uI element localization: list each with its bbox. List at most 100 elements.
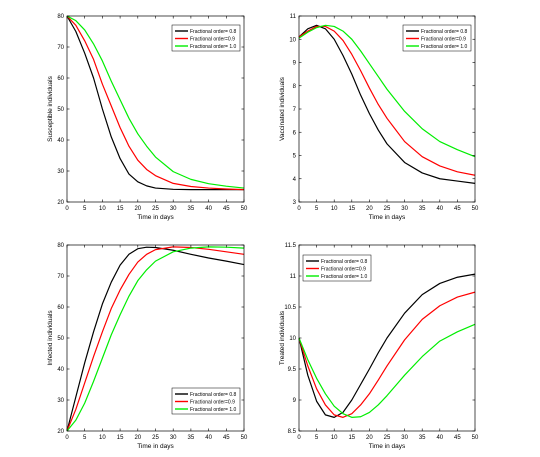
y-tick-label: 10.5 (284, 305, 296, 311)
series-line-1 (66, 246, 245, 432)
x-axis-label: Time in days (369, 443, 406, 450)
x-tick-label: 40 (436, 435, 443, 441)
y-tick-label: 9 (293, 398, 297, 404)
legend-label-top: Fractional order= 0.8 (421, 29, 467, 35)
x-tick-label: 5 (315, 206, 319, 212)
x-tick-label: 20 (134, 435, 141, 441)
legend-label-top: Fractional order= 0.8 (190, 392, 236, 398)
series-line-2 (66, 15, 245, 191)
x-tick-label: 5 (315, 435, 319, 441)
legend-label-bot: Fractional order= 1.0 (190, 44, 236, 50)
y-tick-label: 11 (290, 274, 297, 280)
x-tick-label: 35 (188, 435, 195, 441)
x-tick-label: 30 (401, 435, 408, 441)
x-tick-label: 5 (83, 435, 87, 441)
x-tick-label: 0 (65, 206, 69, 212)
y-axis-label: Treated individuals (279, 310, 286, 365)
x-axis-label: Time in days (369, 214, 406, 221)
x-tick-label: 50 (241, 435, 248, 441)
y-tick-label: 4 (293, 177, 297, 183)
series-line-3 (298, 323, 476, 418)
x-tick-label: 20 (134, 206, 141, 212)
series-line-1 (298, 273, 476, 418)
x-tick-label: 25 (152, 435, 159, 441)
x-tick-label: 15 (348, 435, 355, 441)
x-tick-label: 35 (188, 206, 195, 212)
chart-panel-1: 0 5 10 15 20 25 30 35 40 45 50 20 30 40 50 60 70 80 Time i… (47, 14, 248, 221)
x-tick-label: 30 (401, 206, 408, 212)
y-tick-label: 40 (57, 138, 64, 144)
x-tick-label: 15 (348, 206, 355, 212)
y-axis-label: Vaccinated individuals (279, 76, 286, 141)
x-axis-label: Time in days (137, 443, 174, 450)
y-tick-label: 30 (57, 169, 64, 175)
y-tick-label: 11 (290, 14, 297, 20)
x-tick-label: 35 (419, 435, 426, 441)
y-tick-label: 70 (57, 45, 64, 51)
legend-label-bot: Fractional order= 1.0 (321, 274, 367, 280)
x-axis-label: Time in days (137, 214, 174, 221)
legend-label-mid: Fractional order=0.9 (321, 266, 366, 272)
y-tick-label: 60 (57, 305, 64, 311)
series-line-3 (298, 24, 476, 158)
x-tick-label: 20 (366, 206, 373, 212)
x-tick-label: 20 (366, 435, 373, 441)
x-tick-label: 30 (170, 206, 177, 212)
x-tick-label: 40 (436, 206, 443, 212)
y-tick-label: 8 (293, 84, 297, 90)
series-line-3 (66, 246, 245, 432)
legend-label-bot: Fractional order= 1.0 (190, 407, 236, 413)
y-tick-label: 20 (57, 200, 64, 206)
x-tick-label: 25 (152, 206, 159, 212)
x-tick-label: 25 (384, 435, 391, 441)
y-tick-label: 80 (57, 243, 64, 249)
x-tick-label: 10 (331, 435, 338, 441)
series-line-2 (298, 291, 476, 418)
x-tick-label: 50 (241, 206, 248, 212)
legend-label-top: Fractional order= 0.8 (321, 259, 367, 265)
x-tick-label: 50 (472, 435, 479, 441)
chart-panel-3: 0 5 10 15 20 25 30 35 40 45 50 20 30 40 50 60 70 80 Time i… (47, 243, 248, 450)
y-tick-label: 60 (57, 76, 64, 82)
legend-label-mid: Fractional order=0.9 (421, 36, 466, 42)
legend-label-bot: Fractional order= 1.0 (421, 44, 467, 50)
x-tick-label: 15 (117, 206, 124, 212)
y-axis-label: Susceptible individuals (47, 75, 54, 142)
legend-label-mid: Fractional order=0.9 (190, 36, 235, 42)
y-tick-label: 80 (57, 14, 64, 20)
y-tick-label: 9.5 (288, 367, 297, 373)
x-tick-label: 15 (117, 435, 124, 441)
legend-label-top: Fractional order= 0.8 (190, 29, 236, 35)
series-line-2 (66, 246, 245, 432)
x-tick-label: 35 (419, 206, 426, 212)
x-tick-label: 50 (472, 206, 479, 212)
x-tick-label: 10 (331, 206, 338, 212)
y-tick-label: 5 (293, 154, 297, 160)
y-tick-label: 6 (293, 130, 297, 136)
x-tick-label: 5 (83, 206, 87, 212)
y-tick-label: 50 (57, 336, 64, 342)
series-line-1 (66, 15, 244, 191)
x-tick-label: 0 (297, 435, 301, 441)
x-tick-label: 40 (205, 435, 212, 441)
y-tick-label: 11.5 (285, 243, 297, 249)
legend-label-mid: Fractional order=0.9 (190, 399, 235, 405)
x-tick-label: 45 (223, 206, 230, 212)
y-tick-label: 9 (293, 61, 297, 67)
x-tick-label: 0 (65, 435, 69, 441)
x-tick-label: 25 (384, 206, 391, 212)
x-tick-label: 10 (99, 206, 106, 212)
y-tick-label: 3 (293, 200, 297, 206)
x-tick-label: 40 (205, 206, 212, 212)
x-tick-label: 0 (297, 206, 301, 212)
y-tick-label: 8.5 (288, 429, 297, 435)
series-line-3 (66, 15, 245, 189)
y-tick-label: 7 (293, 107, 297, 113)
y-tick-label: 10 (289, 37, 296, 43)
